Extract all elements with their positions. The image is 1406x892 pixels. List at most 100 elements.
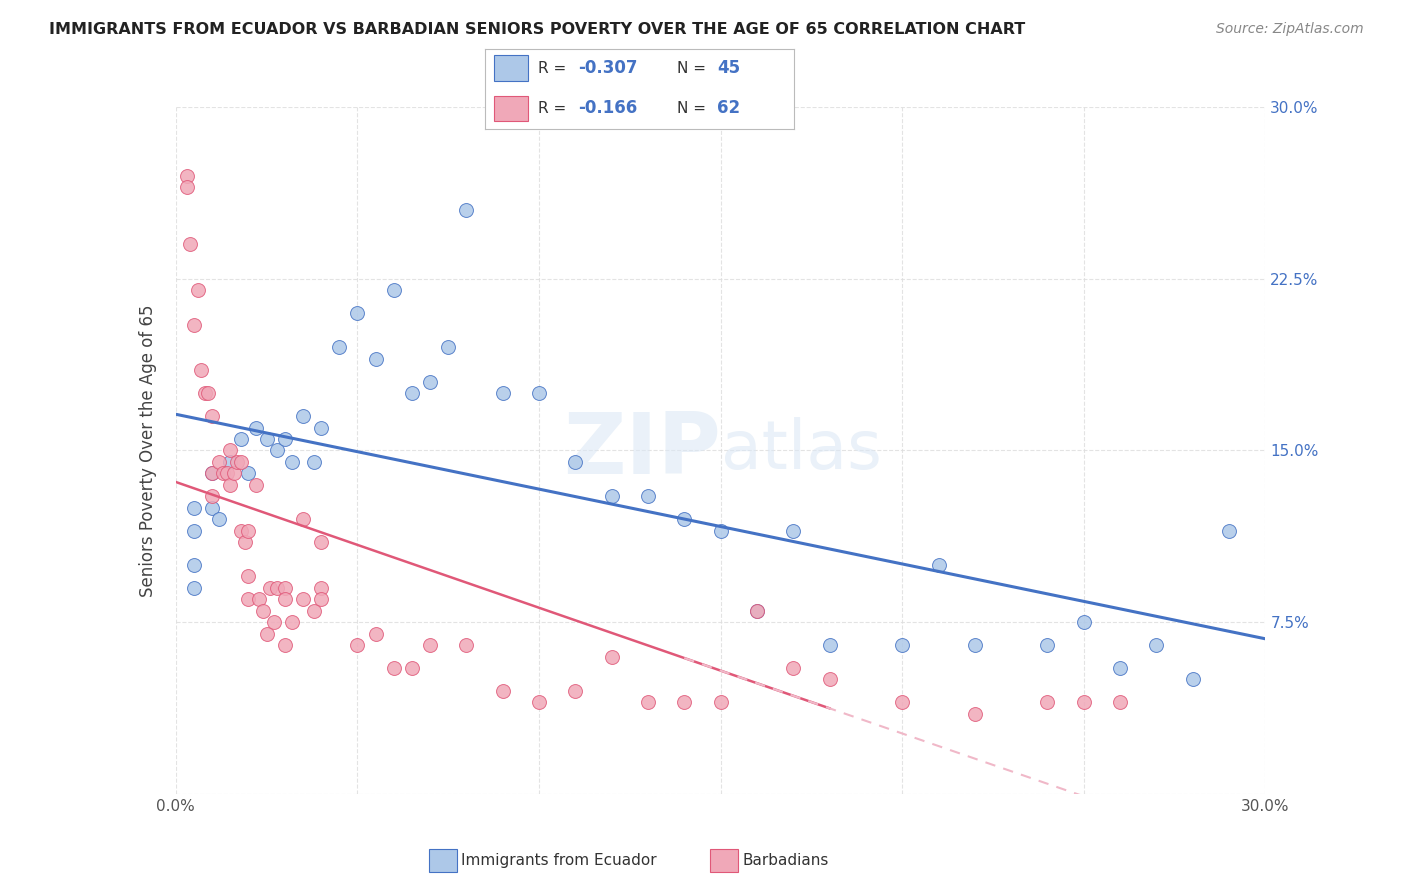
Point [309,592,332,607]
Text: IMMIGRANTS FROM ECUADOR VS BARBADIAN SENIORS POVERTY OVER THE AGE OF 65 CORRELAT: IMMIGRANTS FROM ECUADOR VS BARBADIAN SEN… [49,22,1025,37]
Point [281,615,304,630]
Point [891,695,914,709]
Point [710,695,733,709]
Text: ZIP: ZIP [562,409,721,492]
Point [302,455,325,469]
Point [263,615,285,630]
Point [309,420,332,434]
Text: R =: R = [537,101,571,116]
Point [219,478,242,492]
Text: -0.166: -0.166 [578,100,637,118]
Point [186,283,209,297]
Point [212,467,235,481]
Point [222,467,245,481]
Point [274,581,297,595]
Point [238,467,260,481]
Point [281,455,304,469]
Point [364,626,387,640]
Point [492,386,515,401]
Point [564,683,586,698]
Point [233,535,256,549]
Point [183,318,205,332]
Point [215,467,238,481]
Point [238,524,260,538]
Point [963,638,986,652]
Point [190,363,212,377]
Point [226,455,249,469]
Point [309,535,332,549]
Point [291,512,314,526]
Point [231,432,253,446]
Point [256,626,278,640]
Point [782,661,804,675]
Point [437,340,460,354]
Point [637,489,659,503]
Point [266,581,288,595]
Y-axis label: Seniors Poverty Over the Age of 65: Seniors Poverty Over the Age of 65 [139,304,157,597]
Point [328,340,350,354]
Point [179,237,201,252]
Text: N =: N = [676,61,710,76]
Point [266,443,288,458]
Point [401,386,423,401]
Point [256,432,278,446]
Point [194,386,217,401]
Text: atlas: atlas [721,417,882,483]
Text: Source: ZipAtlas.com: Source: ZipAtlas.com [1216,22,1364,37]
Point [201,467,224,481]
Point [745,604,768,618]
Point [818,673,841,687]
Text: Barbadians: Barbadians [742,854,828,868]
Point [238,569,260,583]
Point [201,500,224,515]
Point [928,558,950,572]
Point [183,581,205,595]
Point [183,500,205,515]
Point [231,455,253,469]
Point [219,443,242,458]
Point [782,524,804,538]
Point [201,409,224,424]
Text: -0.307: -0.307 [578,60,637,78]
Point [600,489,623,503]
Bar [495,95,529,121]
Point [1109,695,1132,709]
Text: 62: 62 [717,100,740,118]
Bar [710,849,738,872]
Point [208,512,231,526]
Point [245,478,267,492]
Point [259,581,281,595]
Point [201,489,224,503]
Point [527,695,550,709]
Point [183,558,205,572]
Point [1073,695,1095,709]
Point [673,512,696,526]
Point [291,592,314,607]
Text: 45: 45 [717,60,740,78]
Point [1181,673,1204,687]
Bar [495,55,529,81]
Point [818,638,841,652]
Point [208,455,231,469]
Point [247,592,270,607]
Point [637,695,659,709]
Point [346,638,368,652]
Point [600,649,623,664]
Text: N =: N = [676,101,710,116]
Point [382,283,405,297]
Point [364,351,387,366]
Point [1146,638,1168,652]
Point [564,455,586,469]
Point [231,524,253,538]
Point [456,638,478,652]
Point [710,524,733,538]
Point [382,661,405,675]
Point [309,581,332,595]
Point [274,592,297,607]
Text: Immigrants from Ecuador: Immigrants from Ecuador [461,854,657,868]
Point [419,638,441,652]
Point [401,661,423,675]
Point [456,203,478,218]
Point [274,638,297,652]
Point [183,524,205,538]
